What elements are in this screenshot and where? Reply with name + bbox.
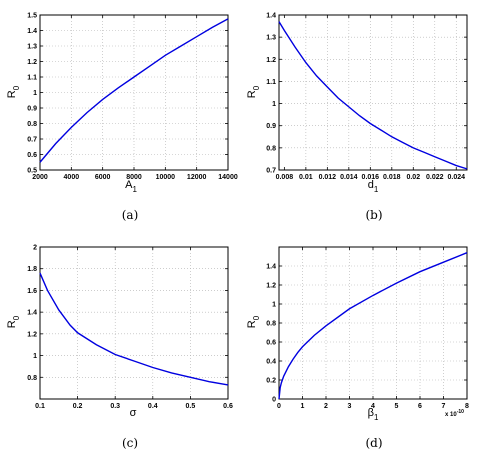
x-tick-label: 6 <box>418 403 422 410</box>
y-tick-label: 1.1 <box>27 75 37 82</box>
y-tick-label: 1.4 <box>27 310 37 317</box>
y-axis-label: R0 <box>246 315 261 328</box>
y-tick-label: 2 <box>33 245 37 252</box>
x-tick-label: 4 <box>371 403 375 410</box>
x-tick-label: 0.018 <box>383 174 401 181</box>
x-multiplier-label: x 10-10 <box>445 409 464 418</box>
x-tick-label: 12000 <box>187 174 207 181</box>
panel-b: 0.008 0.01 0.012 0.014 0.016 0.018 0.02 0.022 0.… <box>246 13 468 222</box>
y-tick-label: 0.8 <box>27 375 37 382</box>
y-axis-label: R0 <box>6 315 21 328</box>
x-tick-label: 0 <box>277 403 281 410</box>
x-tick-label: 4000 <box>64 174 80 181</box>
y-tick-label: 1.6 <box>27 288 37 295</box>
x-tick-label: 3 <box>348 403 352 410</box>
x-tick-label: 5 <box>395 403 399 410</box>
y-tick-label: 0.4 <box>266 359 276 366</box>
y-tick-label: 0 <box>272 397 276 404</box>
y-tick-label: 0.9 <box>27 106 37 113</box>
y-tick-label: 1.2 <box>27 59 37 66</box>
x-tick-label: 1 <box>301 403 305 410</box>
y-tick-label: 1.4 <box>266 264 276 271</box>
y-tick-label: 1 <box>33 90 37 97</box>
panel-caption: (a) <box>122 208 139 222</box>
y-tick-label: 1.4 <box>27 28 37 35</box>
y-tick-label: 1.3 <box>27 44 37 51</box>
x-tick-label: 0.2 <box>73 403 83 410</box>
y-tick-label: 0.8 <box>266 321 276 328</box>
y-tick-label: 1.2 <box>266 283 276 290</box>
x-tick-label: 8000 <box>126 174 142 181</box>
x-tick-label: 0.014 <box>340 174 358 181</box>
panel-a: 2000 4000 6000 8000 10000 12000 14000 0.5 0.6 0.7… <box>6 13 238 223</box>
y-tick-label: 0.7 <box>266 168 276 175</box>
x-tick-label: 14000 <box>218 174 238 181</box>
panel-d: 0 1 2 3 4 5 6 7 8 0 0.2 0.4 0.6 0.8 1 1.2 1.4 β1 R0 x 10-10… <box>246 246 469 450</box>
series-line <box>39 18 229 163</box>
y-tick-label: 0.6 <box>27 152 37 159</box>
y-tick-label: 1.4 <box>266 13 276 20</box>
y-tick-label: 1 <box>272 101 276 108</box>
y-tick-label: 1 <box>272 302 276 309</box>
y-tick-label: 1.2 <box>27 331 37 338</box>
x-tick-label: 0.012 <box>319 174 337 181</box>
panel-c: 0.1 0.2 0.3 0.4 0.5 0.6 0.8 1 1.2 1.4 1.6 1.8 2 σ R0 (c… <box>6 245 233 451</box>
y-tick-label: 0.2 <box>266 378 276 385</box>
y-tick-label: 0.6 <box>266 340 276 347</box>
y-tick-label: 1.3 <box>266 35 276 42</box>
y-tick-label: 0.8 <box>27 121 37 128</box>
x-tick-label: 0.5 <box>186 403 196 410</box>
x-tick-label: 0.3 <box>110 403 120 410</box>
x-tick-label: 0.016 <box>362 174 380 181</box>
x-tick-label: 2000 <box>32 174 48 181</box>
x-tick-label: 2 <box>324 403 328 410</box>
series-line <box>278 252 468 400</box>
y-tick-label: 1.2 <box>266 57 276 64</box>
y-tick-label: 1.1 <box>266 79 276 86</box>
y-tick-label: 1.8 <box>27 266 37 273</box>
y-axis-label: R0 <box>246 85 261 98</box>
y-tick-label: 0.7 <box>27 137 37 144</box>
x-tick-label: 8 <box>465 403 469 410</box>
x-axis-label: σ <box>130 407 137 419</box>
panel-caption: (d) <box>365 436 382 450</box>
x-tick-label: 0.022 <box>426 174 444 181</box>
plot-frame <box>39 246 229 400</box>
x-tick-label: 0.008 <box>276 174 294 181</box>
x-axis-label: d1 <box>368 179 379 194</box>
y-tick-label: 0.8 <box>266 145 276 152</box>
y-tick-label: 0.5 <box>27 168 37 175</box>
x-tick-label: 0.024 <box>447 174 465 181</box>
x-tick-label: 0.1 <box>35 403 45 410</box>
x-tick-label: 7 <box>442 403 446 410</box>
panel-caption: (c) <box>122 436 138 450</box>
panel-caption: (b) <box>365 208 382 222</box>
x-tick-label: 0.4 <box>148 403 158 410</box>
plot-frame <box>278 14 468 171</box>
x-tick-label: 0.02 <box>406 174 420 181</box>
series-line <box>39 272 229 386</box>
series-line <box>278 21 468 170</box>
y-tick-label: 1.5 <box>27 13 37 20</box>
y-tick-label: 0.9 <box>266 123 276 130</box>
x-axis-label: β1 <box>368 407 379 422</box>
x-axis-label: A1 <box>125 179 137 194</box>
x-tick-label: 10000 <box>156 174 176 181</box>
y-axis-label: R0 <box>6 85 21 98</box>
y-tick-label: 1 <box>33 353 37 360</box>
x-tick-label: 6000 <box>95 174 111 181</box>
x-tick-label: 0.6 <box>223 403 233 410</box>
x-tick-label: 0.01 <box>299 174 313 181</box>
